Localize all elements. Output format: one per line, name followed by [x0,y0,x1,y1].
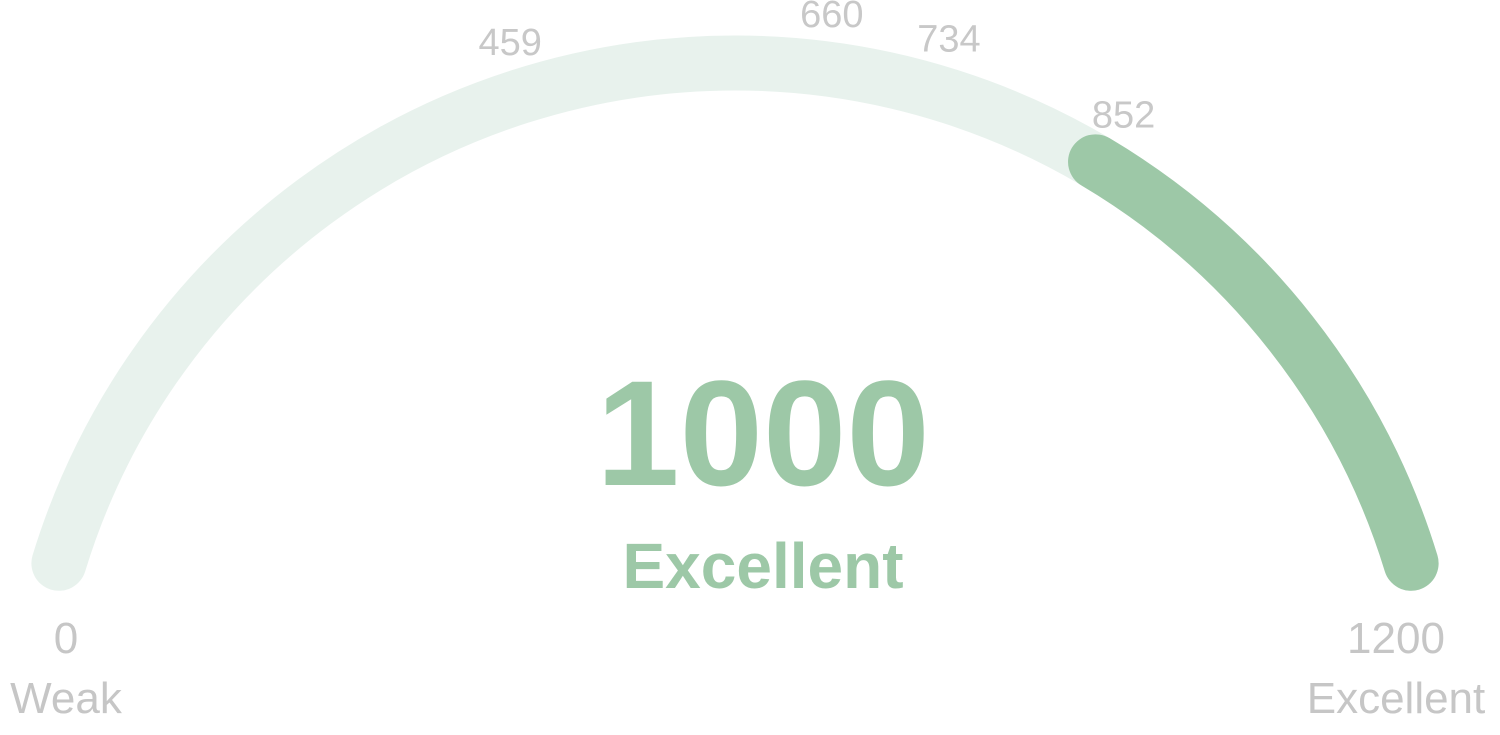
tick-label: 734 [917,19,980,61]
gauge-tick-labels: 459 660 734 852 [478,0,1155,137]
tick-label: 660 [800,0,863,36]
score-value: 1000 [596,349,930,517]
score-rating: Excellent [622,530,903,602]
min-value-label: 0 [54,614,78,663]
max-rating-label: Excellent [1307,674,1486,723]
tick-label: 459 [478,22,541,64]
gauge-fill-arc [1068,134,1439,591]
max-value-label: 1200 [1347,614,1445,663]
tick-label: 852 [1092,95,1155,137]
min-rating-label: Weak [10,674,123,723]
